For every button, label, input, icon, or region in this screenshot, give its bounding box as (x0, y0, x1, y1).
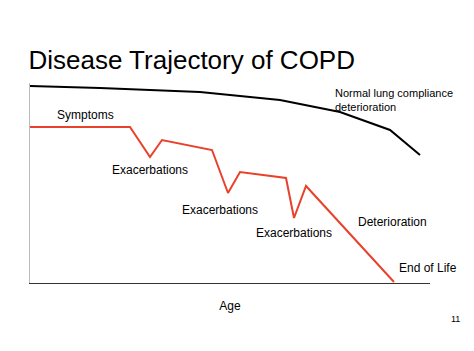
svg-text:Disease Trajectory of COPD: Disease Trajectory of COPD (28, 45, 355, 75)
svg-text:11: 11 (451, 314, 460, 324)
svg-text:Normal lung compliancedeterior: Normal lung compliancedeterioration (335, 87, 453, 113)
svg-text:Deterioration: Deterioration (358, 215, 427, 229)
svg-text:Exacerbations: Exacerbations (182, 203, 258, 217)
svg-text:End of Life: End of Life (399, 261, 457, 275)
svg-text:Exacerbations: Exacerbations (256, 226, 332, 240)
svg-text:Exacerbations: Exacerbations (112, 163, 188, 177)
svg-text:Symptoms: Symptoms (57, 108, 114, 122)
svg-text:Age: Age (219, 299, 241, 313)
